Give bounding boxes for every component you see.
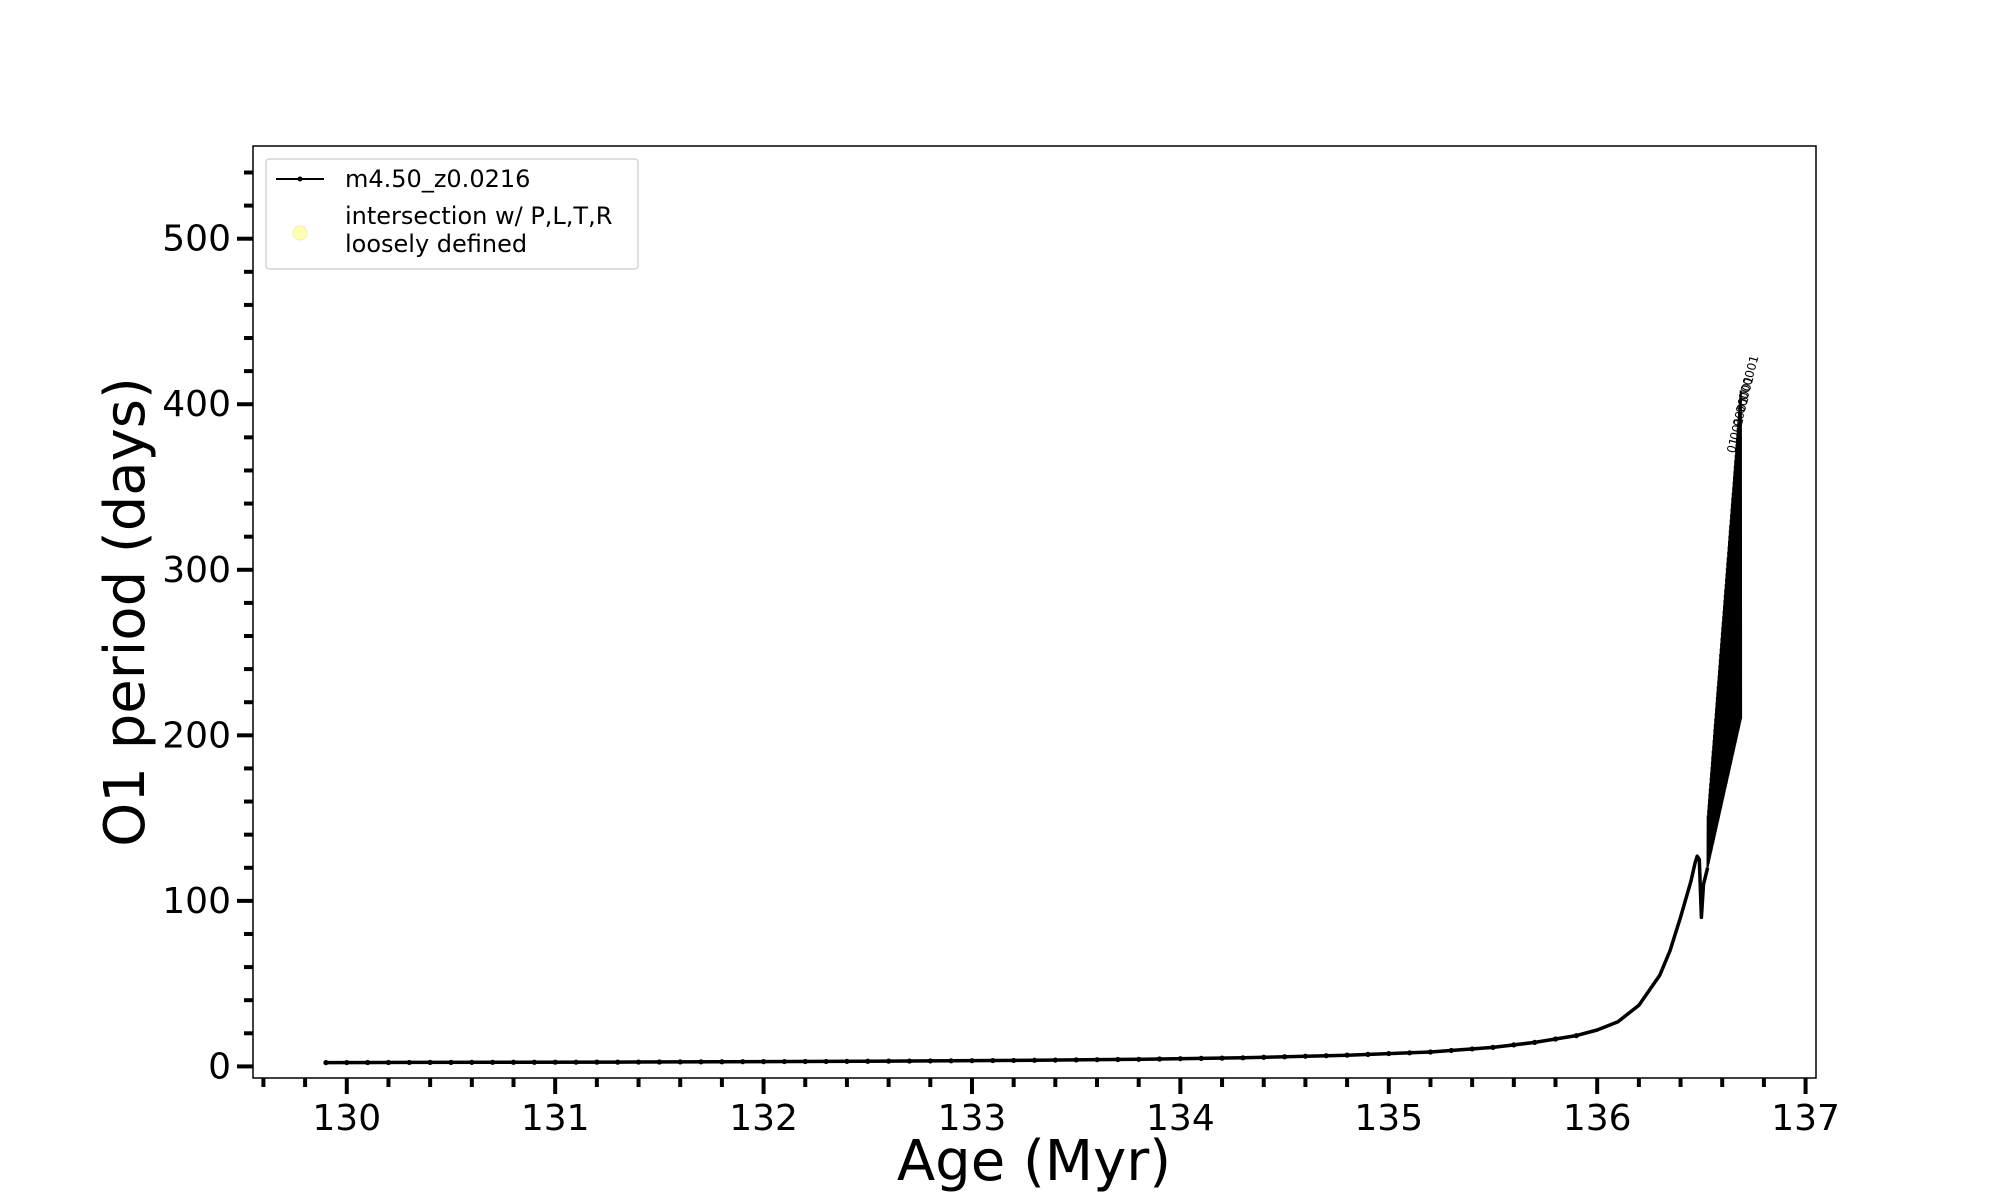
series-point <box>531 1059 537 1065</box>
x-tick-label: 132 <box>729 1098 798 1139</box>
series-point <box>448 1059 454 1065</box>
plot-frame <box>252 145 1817 1079</box>
legend: m4.50_z0.0216 intersection w/ P,L,T,R lo… <box>265 158 639 270</box>
series-point <box>948 1058 954 1064</box>
series-point <box>1177 1056 1183 1062</box>
series-point <box>1073 1057 1079 1063</box>
x-tick-label: 131 <box>521 1098 590 1139</box>
x-tick-label: 134 <box>1146 1098 1215 1139</box>
series-point <box>823 1058 829 1065</box>
series-point <box>1115 1056 1121 1063</box>
oscillation-band-path <box>1706 390 1743 868</box>
series-point <box>427 1059 433 1066</box>
series-point <box>990 1057 996 1064</box>
series-layer <box>323 854 1710 1066</box>
x-tick-label: 133 <box>938 1098 1007 1139</box>
y-axis-label: O1 period (days) <box>93 377 158 847</box>
series-point <box>365 1059 371 1066</box>
series-point <box>1031 1057 1038 1063</box>
series-point <box>1281 1054 1288 1060</box>
legend-box <box>265 158 639 270</box>
series-point <box>1532 1039 1538 1046</box>
oscillation-band-fill <box>1718 553 1741 777</box>
series-point <box>510 1059 517 1065</box>
legend-label-intersection-line2: loosely defined <box>345 230 527 258</box>
series-point <box>1511 1042 1517 1048</box>
series-point <box>552 1059 558 1065</box>
series-point <box>1552 1036 1559 1042</box>
series-point <box>1573 1033 1579 1039</box>
series-point <box>1261 1054 1267 1060</box>
series-point <box>1365 1051 1371 1057</box>
y-axis: 0 100 200 300 400 500 <box>162 170 253 1087</box>
series-point <box>865 1058 871 1064</box>
series-point <box>1240 1055 1246 1061</box>
point-annotation: 001 <box>1727 416 1746 442</box>
x-tick-label: 137 <box>1771 1098 1840 1139</box>
series-point <box>886 1058 892 1064</box>
x-axis-label: Age (Myr) <box>897 1129 1171 1194</box>
y-tick-label: 0 <box>208 1046 231 1087</box>
series-point <box>760 1059 767 1065</box>
series-point <box>1094 1057 1100 1063</box>
point-annotation: 000001 <box>1736 354 1761 402</box>
series-point <box>1386 1050 1392 1057</box>
y-tick-label: 300 <box>162 550 231 591</box>
series-point <box>1344 1052 1350 1058</box>
x-tick-label: 136 <box>1563 1098 1632 1139</box>
point-annotation: 01 <box>1724 436 1741 454</box>
series-point <box>1323 1053 1329 1059</box>
series-point <box>344 1059 350 1066</box>
series-point <box>844 1058 850 1064</box>
series-point <box>719 1059 725 1065</box>
series-point <box>615 1059 621 1065</box>
y-tick-label: 200 <box>162 715 231 756</box>
x-tick-label: 130 <box>312 1098 381 1139</box>
y-tick-label: 400 <box>162 384 231 425</box>
x-axis: 130 131 132 133 134 135 136 137 <box>261 1078 1840 1139</box>
series-point <box>1052 1057 1058 1063</box>
series-point <box>969 1058 975 1064</box>
legend-label-intersection-line1: intersection w/ P,L,T,R <box>345 202 612 230</box>
oscillation-band <box>1706 390 1743 868</box>
series-point <box>1407 1050 1413 1056</box>
legend-circle-marker <box>292 225 308 241</box>
series-point <box>698 1059 704 1065</box>
series-point <box>1198 1055 1204 1061</box>
series-point <box>1469 1046 1475 1052</box>
series-point <box>1427 1049 1434 1055</box>
series-point <box>490 1059 496 1065</box>
series-point <box>406 1059 412 1066</box>
series-point <box>656 1059 662 1065</box>
series-point <box>781 1058 788 1065</box>
series-line <box>325 854 1710 1065</box>
series-point <box>635 1059 642 1065</box>
series-point <box>385 1059 392 1066</box>
series-point <box>469 1059 475 1065</box>
legend-label-series: m4.50_z0.0216 <box>345 165 530 193</box>
series-point <box>323 1060 329 1066</box>
series-point <box>1302 1053 1309 1059</box>
y-tick-label: 500 <box>162 219 231 260</box>
series-point <box>1011 1057 1017 1064</box>
legend-label-intersection: intersection w/ P,L,T,R loosely defined <box>345 202 620 258</box>
legend-dot-marker <box>297 176 303 182</box>
series-point <box>1156 1056 1163 1062</box>
series-point <box>927 1058 933 1064</box>
series-point <box>740 1059 746 1065</box>
series-point <box>906 1058 913 1064</box>
series-point <box>1448 1047 1454 1054</box>
series-point <box>802 1058 808 1065</box>
series-point <box>1136 1056 1142 1062</box>
series-point <box>1490 1044 1496 1050</box>
x-tick-label: 135 <box>1354 1098 1423 1139</box>
series-point <box>1219 1055 1225 1061</box>
series-point <box>594 1059 600 1065</box>
series-point <box>677 1059 683 1065</box>
series-point <box>573 1059 579 1065</box>
y-tick-label: 100 <box>162 881 231 922</box>
